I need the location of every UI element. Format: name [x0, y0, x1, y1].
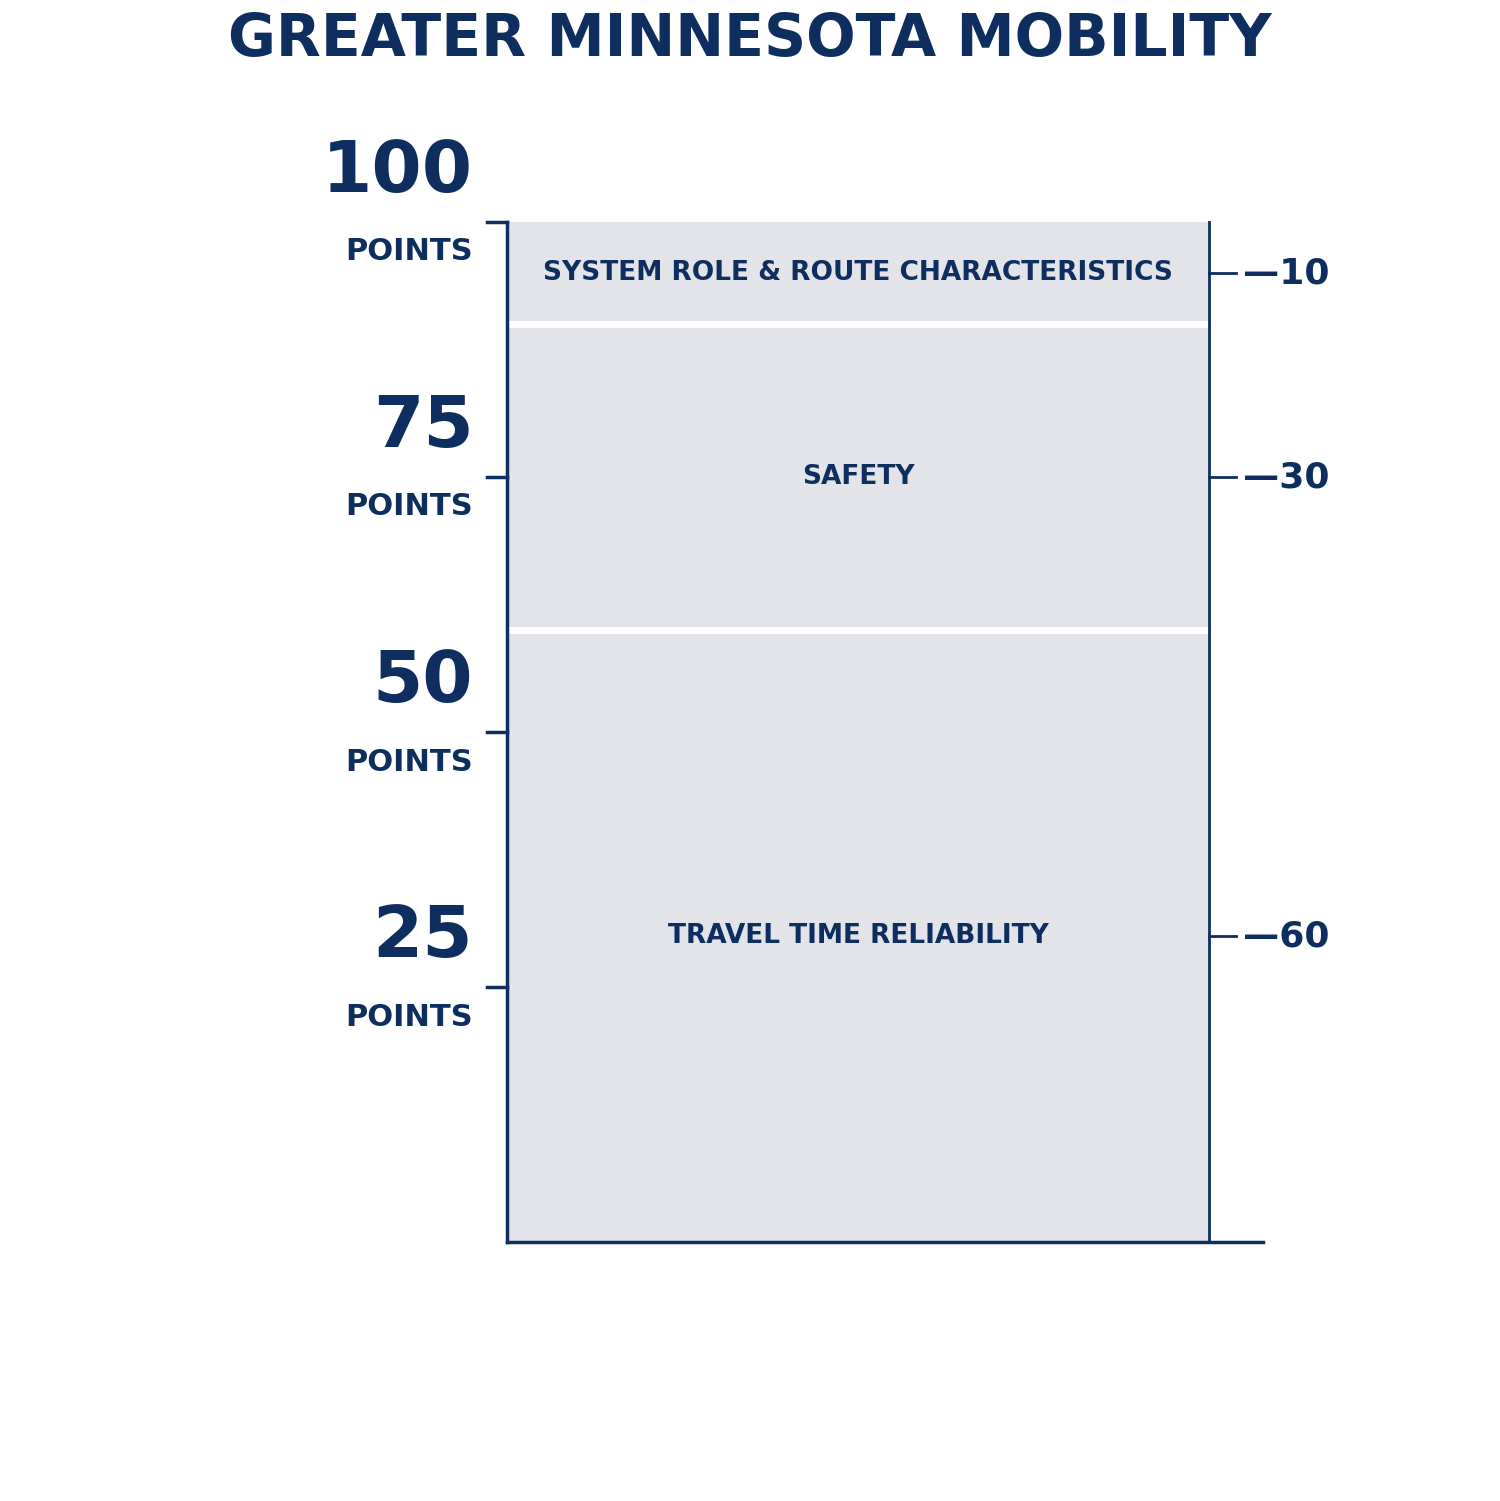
Text: POINTS: POINTS [345, 237, 474, 266]
Bar [507, 630, 1209, 1243]
Text: TRAVEL TIME RELIABILITY: TRAVEL TIME RELIABILITY [668, 923, 1048, 949]
Text: SYSTEM ROLE & ROUTE CHARACTERISTICS: SYSTEM ROLE & ROUTE CHARACTERISTICS [543, 260, 1173, 287]
Bar [507, 324, 1209, 630]
Text: POINTS: POINTS [345, 747, 474, 776]
Text: 75: 75 [372, 393, 474, 462]
Text: —30: —30 [1244, 461, 1329, 494]
Text: SAFETY: SAFETY [801, 464, 915, 491]
Text: POINTS: POINTS [345, 492, 474, 521]
Text: —10: —10 [1244, 257, 1329, 290]
Bar [507, 222, 1209, 324]
Text: 25: 25 [372, 904, 474, 973]
Text: 50: 50 [372, 648, 474, 717]
Text: 100: 100 [322, 138, 474, 207]
Text: —60: —60 [1244, 919, 1329, 953]
Text: GREATER MINNESOTA MOBILITY: GREATER MINNESOTA MOBILITY [228, 11, 1272, 68]
Text: POINTS: POINTS [345, 1003, 474, 1031]
